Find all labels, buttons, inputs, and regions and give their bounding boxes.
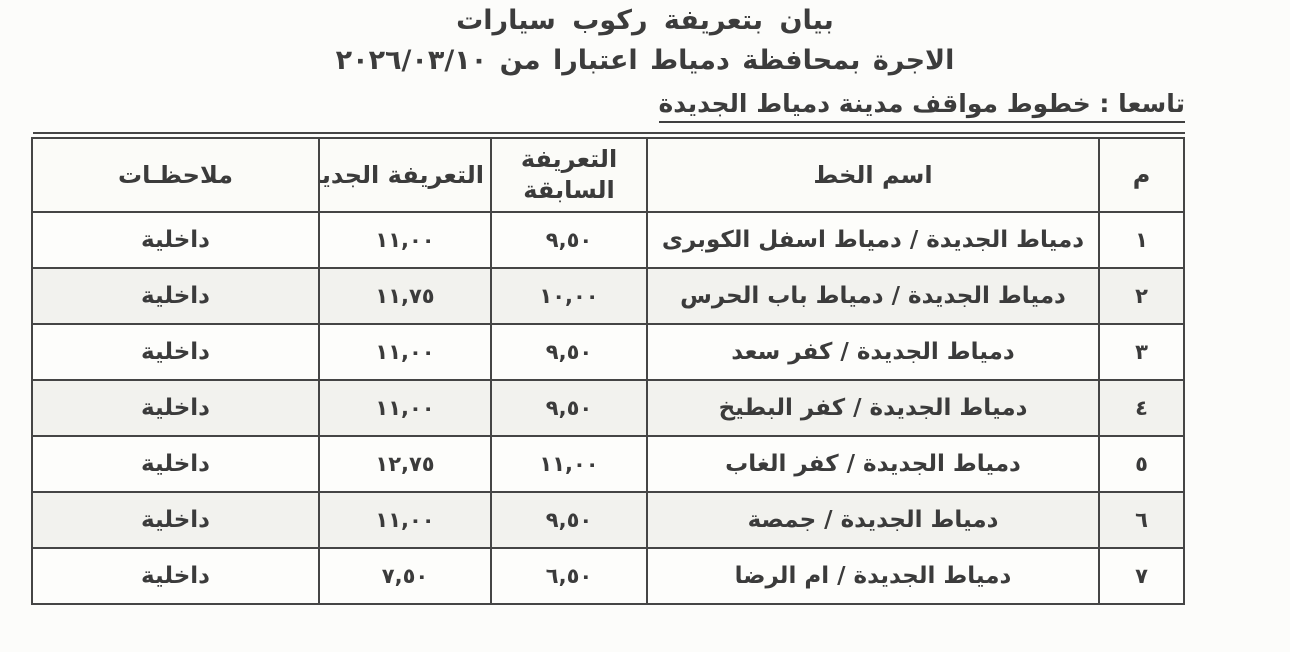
- table-row: ١ دمياط الجديدة / دمياط اسفل الكوبرى ٩,٥٠ ١…: [31, 211, 1185, 269]
- line-name-cell: دمياط الجديدة / دمياط اسفل الكوبرى: [646, 211, 1100, 269]
- notes-cell: داخلية: [31, 547, 320, 605]
- line-name-cell: دمياط الجديدة / دمياط باب الحرس: [646, 267, 1100, 325]
- line-name-cell: دمياط الجديدة / كفر سعد: [646, 323, 1100, 381]
- table-header-row: م اسم الخط التعريفة السابقة التعريفة الج…: [31, 137, 1185, 213]
- previous-tariff-cell: ١٠,٠٠: [490, 267, 648, 325]
- table-row: ٤ دمياط الجديدة / كفر البطيخ ٩,٥٠ ١١,٠٠ داخل…: [31, 379, 1185, 437]
- new-tariff-cell: ١٢,٧٥: [318, 435, 492, 493]
- row-number-cell: ٥: [1098, 435, 1185, 493]
- new-tariff-cell: ١١,٧٥: [318, 267, 492, 325]
- section-heading: تاسعا : خطوط مواقف مدينة دمياط الجديدة: [658, 89, 1185, 123]
- previous-tariff-cell: ١١,٠٠: [490, 435, 648, 493]
- line-name-cell: دمياط الجديدة / كفر البطيخ: [646, 379, 1100, 437]
- table-row: ٥ دمياط الجديدة / كفر الغاب ١١,٠٠ ١٢,٧٥ داخل…: [31, 435, 1185, 493]
- new-tariff-cell: ١١,٠٠: [318, 491, 492, 549]
- notes-cell: داخلية: [31, 267, 320, 325]
- previous-tariff-cell: ٩,٥٠: [490, 379, 648, 437]
- section-heading-row: تاسعا : خطوط مواقف مدينة دمياط الجديدة: [0, 89, 1185, 123]
- fare-table: م اسم الخط التعريفة السابقة التعريفة الج…: [31, 137, 1185, 605]
- new-tariff-cell: ١١,٠٠: [318, 379, 492, 437]
- document-title-line1: بيان بتعريفة ركوب سيارات: [456, 5, 834, 36]
- row-number-cell: ١: [1098, 211, 1185, 269]
- table-row: ٢ دمياط الجديدة / دمياط باب الحرس ١٠,٠٠ ١١,…: [31, 267, 1185, 325]
- new-tariff-cell: ١١,٠٠: [318, 211, 492, 269]
- notes-cell: داخلية: [31, 379, 320, 437]
- notes-cell: داخلية: [31, 491, 320, 549]
- notes-cell: داخلية: [31, 323, 320, 381]
- line-name-cell: دمياط الجديدة / ام الرضا: [646, 547, 1100, 605]
- previous-tariff-cell: ٩,٥٠: [490, 491, 648, 549]
- line-name-cell: دمياط الجديدة / كفر الغاب: [646, 435, 1100, 493]
- fare-table-body: ١ دمياط الجديدة / دمياط اسفل الكوبرى ٩,٥٠ ١…: [31, 211, 1185, 605]
- row-number-cell: ٣: [1098, 323, 1185, 381]
- header-line-name: اسم الخط: [646, 137, 1100, 213]
- previous-tariff-cell: ٦,٥٠: [490, 547, 648, 605]
- notes-cell: داخلية: [31, 211, 320, 269]
- header-previous-tariff: التعريفة السابقة: [490, 137, 648, 213]
- new-tariff-cell: ١١,٠٠: [318, 323, 492, 381]
- header-number: م: [1098, 137, 1185, 213]
- notes-cell: داخلية: [31, 435, 320, 493]
- row-number-cell: ٢: [1098, 267, 1185, 325]
- table-row: ٦ دمياط الجديدة / جمصة ٩,٥٠ ١١,٠٠ داخلية: [31, 491, 1185, 549]
- table-row: ٣ دمياط الجديدة / كفر سعد ٩,٥٠ ١١,٠٠ داخلية: [31, 323, 1185, 381]
- table-row: ٧ دمياط الجديدة / ام الرضا ٦,٥٠ ٧,٥٠ داخلية: [31, 547, 1185, 605]
- row-number-cell: ٧: [1098, 547, 1185, 605]
- row-number-cell: ٦: [1098, 491, 1185, 549]
- line-name-cell: دمياط الجديدة / جمصة: [646, 491, 1100, 549]
- fare-table-wrapper: م اسم الخط التعريفة السابقة التعريفة الج…: [31, 132, 1185, 605]
- previous-tariff-cell: ٩,٥٠: [490, 211, 648, 269]
- document-title-line2: الاجرة بمحافظة دمياط اعتبارا من ٢٠٢٦/٠٣/…: [335, 45, 955, 76]
- new-tariff-cell: ٧,٥٠: [318, 547, 492, 605]
- header-new-tariff: التعريفة الجديدة: [318, 137, 492, 213]
- row-number-cell: ٤: [1098, 379, 1185, 437]
- previous-tariff-cell: ٩,٥٠: [490, 323, 648, 381]
- header-notes: ملاحظـات: [31, 137, 320, 213]
